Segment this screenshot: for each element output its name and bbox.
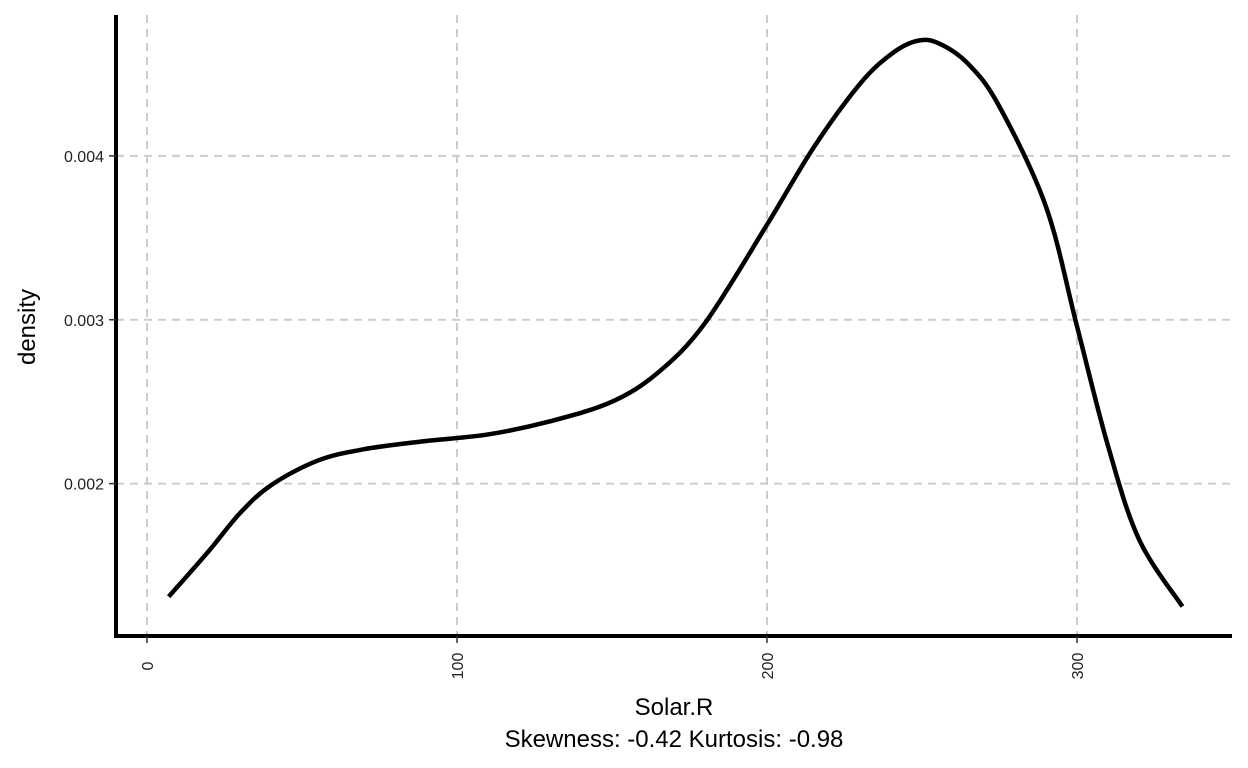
y-tick-label: 0.004 — [64, 149, 104, 166]
x-tick-label: 200 — [760, 653, 777, 680]
x-tick-label: 300 — [1070, 653, 1087, 680]
gridlines — [116, 15, 1232, 636]
tick-labels: 0 100 200 300 0.002 0.003 0.004 — [64, 149, 1087, 679]
y-tick-label: 0.003 — [64, 313, 104, 330]
axes — [114, 15, 1232, 638]
tick-marks — [109, 155, 1078, 643]
y-axis-title: density — [14, 289, 41, 365]
y-tick-label: 0.002 — [64, 477, 104, 494]
x-axis-title: Solar.R — [635, 694, 714, 721]
density-curve — [167, 37, 1185, 608]
x-tick-label: 0 — [140, 661, 157, 670]
x-axis-subtitle: Skewness: -0.42 Kurtosis: -0.98 — [505, 726, 844, 753]
x-tick-label: 100 — [450, 653, 467, 680]
